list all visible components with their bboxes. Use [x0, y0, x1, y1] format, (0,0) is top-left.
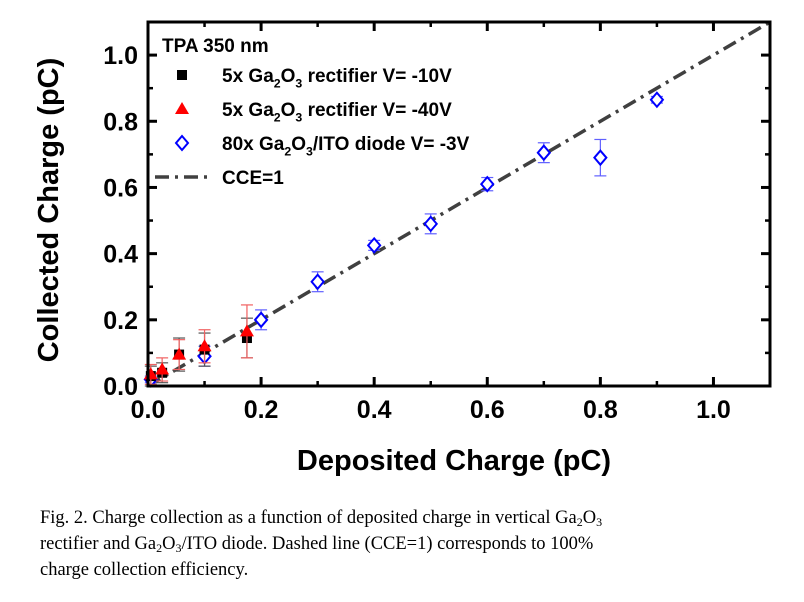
legend-title: TPA 350 nm [162, 36, 269, 57]
data-point-triangle [197, 339, 212, 352]
chart: 0.0 0.2 0.4 0.6 0.8 1.0 0.0 0.2 0.4 0.6 0.8 1.0 Depo… [33, 20, 772, 477]
data-point-diamond [649, 91, 665, 109]
x-tick-label: 0.4 [357, 396, 392, 424]
data-point-diamond [253, 311, 269, 329]
legend-entry: 5x Ga2​O3​ rectifier V= -40V [222, 100, 452, 125]
data-point-diamond [593, 149, 608, 167]
y-tick-label: 0.6 [103, 174, 138, 202]
cce-line [147, 20, 771, 388]
caption-line: charge collection efficiency. [40, 560, 249, 580]
caption-line: Fig. 2. Charge collection as a function … [40, 508, 603, 529]
legend-marker-triangle [175, 102, 189, 114]
x-tick-label: 1.0 [696, 396, 731, 424]
y-tick-label: 0.4 [103, 241, 138, 269]
data-point-diamond [479, 175, 495, 193]
y-tick-label: 0.2 [103, 307, 138, 335]
caption-line: rectifier and Ga2O3/ITO diode. Dashed li… [40, 534, 594, 555]
x-tick-label: 0.2 [244, 396, 279, 424]
data-point-diamond [536, 144, 552, 162]
x-axis-label: Deposited Charge (pC) [297, 445, 611, 477]
y-tick-label: 0.8 [103, 108, 138, 136]
figure-caption: Fig. 2. Charge collection as a function … [40, 505, 780, 583]
data-point-triangle [155, 362, 170, 375]
data-point-triangle [239, 324, 254, 337]
x-tick-label: 0.0 [131, 396, 166, 424]
legend-marker-diamond [174, 134, 190, 152]
y-axis-label: Collected Charge (pC) [33, 58, 65, 363]
data-point-diamond [366, 236, 382, 254]
x-tick-label: 0.8 [583, 396, 618, 424]
y-tick-label: 0.0 [103, 373, 138, 401]
legend-marker-square [177, 70, 187, 80]
plot-frame [146, 20, 772, 388]
legend-entry: 5x Ga2​O3​ rectifier V= -10V [222, 66, 452, 91]
data-point-diamond [310, 273, 325, 291]
data-point-diamond [423, 215, 439, 233]
legend-entry: CCE=1 [222, 168, 284, 189]
data-point-triangle [172, 347, 187, 360]
legend-entry: 80x Ga2​O3​/ITO diode V= -3V [222, 134, 470, 159]
x-tick-label: 0.6 [470, 396, 505, 424]
y-tick-label: 1.0 [103, 42, 138, 70]
